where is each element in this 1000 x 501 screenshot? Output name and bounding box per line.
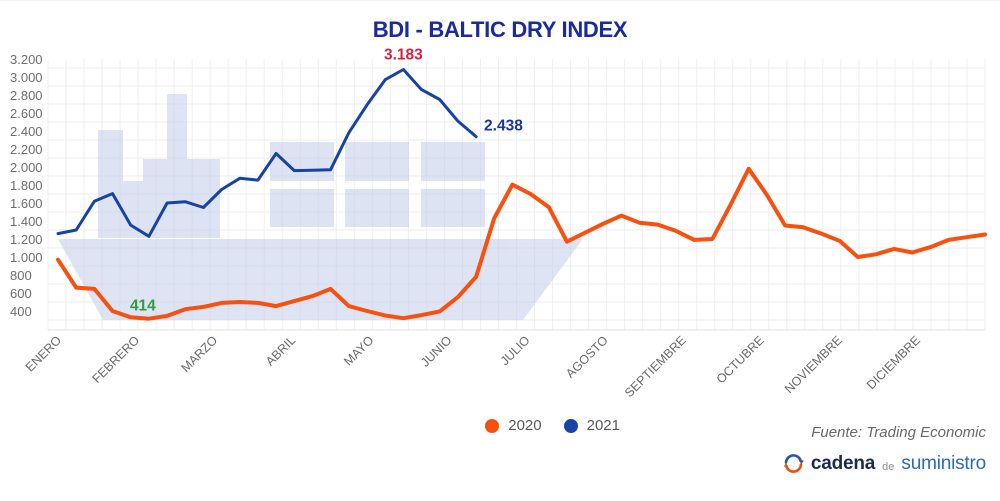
x-tick-label: SEPTIEMBRE bbox=[622, 333, 689, 400]
x-tick-label: AGOSTO bbox=[563, 333, 611, 381]
source-note: Fuente: Trading Economic bbox=[811, 424, 986, 441]
y-tick-label: 2.400 bbox=[10, 124, 43, 139]
logo-word-suministro: suministro bbox=[901, 452, 986, 474]
legend-item-2021: 2021 bbox=[563, 417, 620, 434]
logo-word-de: de bbox=[882, 461, 895, 473]
y-tick-label: 600 bbox=[10, 286, 32, 301]
brand-logo: cadena de suministro bbox=[782, 452, 986, 475]
y-tick-label: 1.400 bbox=[10, 214, 43, 229]
x-tick-label: JUNIO bbox=[418, 333, 455, 370]
legend-label-2021: 2021 bbox=[586, 417, 620, 434]
annotation-2.438: 2.438 bbox=[484, 118, 523, 135]
y-tick-label: 3.200 bbox=[10, 52, 43, 67]
legend-dot-2020 bbox=[485, 418, 500, 433]
x-tick-label: MAYO bbox=[341, 333, 376, 368]
bdi-chart: 3.200 3.000 2.800 2.600 2.400 2.200 2.000 1.800… bbox=[10, 47, 987, 400]
circular-arrows-icon bbox=[783, 454, 804, 473]
y-tick-label: 800 bbox=[10, 268, 32, 283]
x-tick-label: DICIEMBRE bbox=[864, 333, 923, 392]
logo-word-cadena: cadena bbox=[810, 452, 876, 474]
y-tick-label: 2.000 bbox=[10, 160, 43, 175]
legend-item-2020: 2020 bbox=[485, 417, 542, 434]
data-annotations: 3.183 2.438 414 bbox=[130, 47, 523, 315]
x-tick-label: ENERO bbox=[23, 333, 65, 375]
x-tick-label: JULIO bbox=[498, 333, 533, 368]
page-title: BDI - BALTIC DRY INDEX bbox=[372, 17, 628, 42]
x-tick-label: NOVIEMBRE bbox=[782, 333, 845, 396]
legend: 2020 2021 bbox=[0, 417, 620, 434]
y-tick-label: 1.000 bbox=[10, 250, 43, 265]
x-tick-label: FEBRERO bbox=[90, 333, 143, 386]
y-tick-label: 1.600 bbox=[10, 196, 43, 211]
legend-dot-2021 bbox=[563, 418, 578, 433]
series-line-2020 bbox=[56, 166, 987, 321]
series-line-2021 bbox=[56, 68, 478, 238]
x-tick-label: OCTUBRE bbox=[714, 333, 767, 386]
annotation-3.183: 3.183 bbox=[384, 47, 423, 64]
y-tick-label: 1.800 bbox=[10, 178, 43, 193]
y-tick-label: 2.200 bbox=[10, 142, 43, 157]
series-lines bbox=[56, 68, 987, 321]
y-tick-label: 1.200 bbox=[10, 232, 43, 247]
ship-watermark bbox=[58, 94, 583, 320]
y-tick-label: 2.800 bbox=[10, 88, 43, 103]
legend-label-2020: 2020 bbox=[508, 417, 542, 434]
x-tick-label: MARZO bbox=[178, 333, 220, 375]
y-tick-label: 3.000 bbox=[10, 70, 43, 85]
y-tick-label: 400 bbox=[10, 304, 32, 319]
x-tick-label: ABRIL bbox=[263, 333, 298, 368]
y-tick-label: 2.600 bbox=[10, 106, 43, 121]
annotation-414: 414 bbox=[130, 298, 156, 315]
